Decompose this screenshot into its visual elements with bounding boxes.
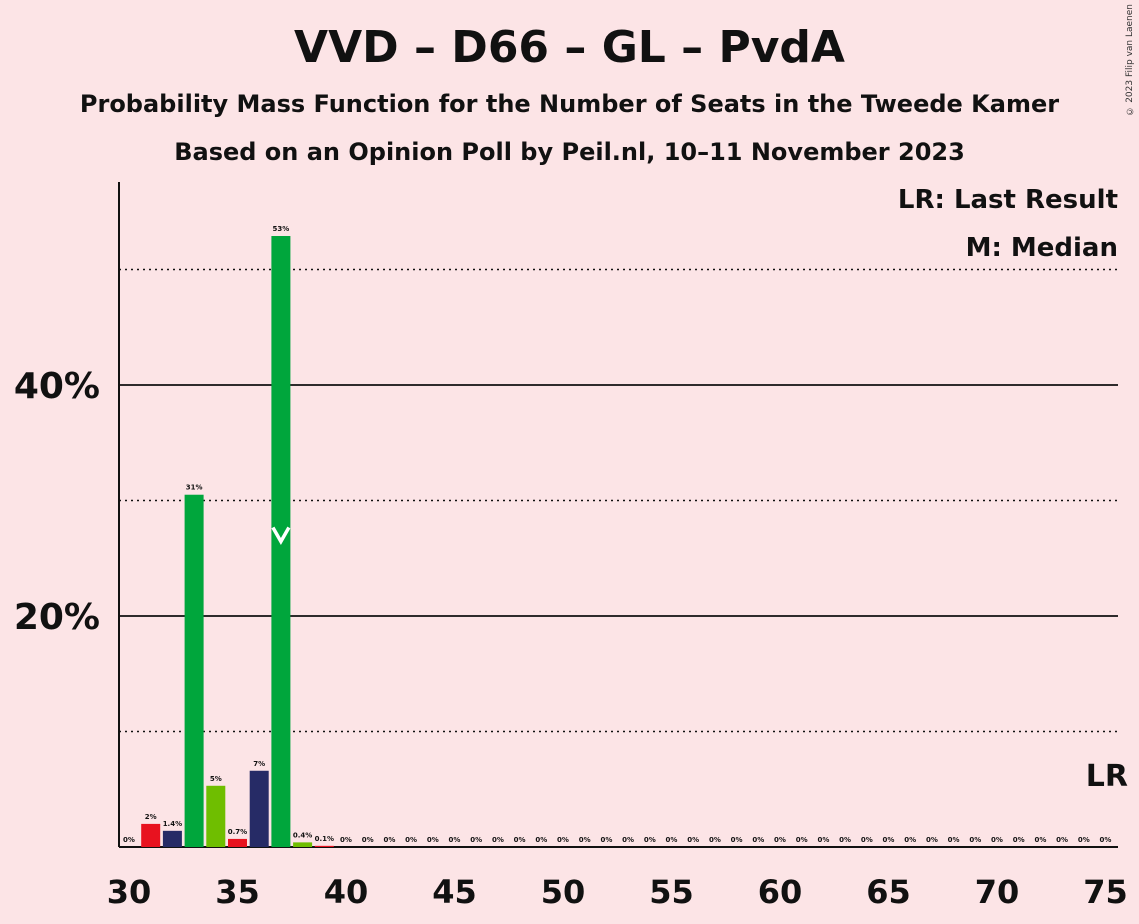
bar-value-label: 0% (861, 836, 873, 844)
chart-source: Based on an Opinion Poll by Peil.nl, 10–… (174, 138, 965, 166)
bar-value-label: 0% (796, 836, 808, 844)
bar-value-label: 0.4% (293, 831, 312, 839)
bar-seat-32 (162, 830, 182, 847)
last-result-marker: LR (1086, 759, 1128, 794)
legend-last-result: LR: Last Result (897, 185, 1118, 215)
x-tick-label: 30 (107, 873, 152, 911)
bar-value-label: 0% (1100, 836, 1112, 844)
bar-seat-35 (228, 838, 247, 847)
bar-value-label: 7% (253, 760, 265, 768)
x-tick-label: 50 (541, 873, 586, 911)
bar-value-label: 0% (600, 836, 612, 844)
bar-value-label: 0% (709, 836, 721, 844)
x-tick-label: 55 (649, 873, 694, 911)
x-tick-label: 60 (758, 873, 803, 911)
bar-seat-31 (141, 823, 161, 847)
bar-value-label: 0% (1078, 836, 1090, 844)
x-tick-label: 35 (215, 873, 260, 911)
bar-value-label: 0% (666, 836, 678, 844)
bar-value-label: 0% (1056, 836, 1068, 844)
bar-value-label: 0% (644, 836, 656, 844)
bar-value-label: 0% (969, 836, 981, 844)
bar-value-label: 0% (731, 836, 743, 844)
bar-seat-33 (184, 494, 204, 847)
bar-value-label: 0% (687, 836, 699, 844)
bar-value-label: 0% (362, 836, 374, 844)
bar-value-label: 0% (1034, 836, 1046, 844)
bar-value-label: 0.1% (315, 835, 334, 843)
bar-value-label: 0% (514, 836, 526, 844)
bar-value-label: 0% (622, 836, 634, 844)
bar-value-label: 0% (405, 836, 417, 844)
bar-value-label: 0% (774, 836, 786, 844)
bar-value-label: 0% (817, 836, 829, 844)
bar-value-label: 0% (383, 836, 395, 844)
bar-value-label: 0% (535, 836, 547, 844)
bar-value-label: 0% (340, 836, 352, 844)
bar-seat-38 (293, 842, 313, 847)
median-marker (271, 526, 291, 546)
bar-value-label: 0% (1013, 836, 1025, 844)
bar-value-label: 0% (579, 836, 591, 844)
bar-value-label: 31% (186, 484, 203, 492)
y-tick-label: 20% (14, 597, 100, 638)
bar-seat-36 (249, 770, 269, 847)
x-tick-label: 45 (432, 873, 477, 911)
bar-value-label: 2% (145, 813, 157, 821)
x-tick-label: 65 (866, 873, 911, 911)
bar-seat-34 (206, 785, 226, 847)
y-tick-label: 40% (14, 366, 100, 407)
chart-subtitle: Probability Mass Function for the Number… (79, 90, 1060, 118)
x-tick-label: 70 (975, 873, 1020, 911)
bar-value-label: 0% (839, 836, 851, 844)
x-tick-label: 40 (324, 873, 369, 911)
bar-value-label: 0% (948, 836, 960, 844)
bar-value-label: 53% (273, 225, 290, 233)
bar-value-label: 0.7% (228, 828, 247, 836)
bar-value-label: 0% (449, 836, 461, 844)
x-tick-label: 75 (1083, 873, 1128, 911)
bar-value-label: 0% (926, 836, 938, 844)
bar-value-label: 0% (557, 836, 569, 844)
bar-value-label: 0% (904, 836, 916, 844)
legend-median: M: Median (965, 233, 1118, 263)
bar-value-label: 0% (991, 836, 1003, 844)
chart-title: VVD – D66 – GL – PvdA (294, 22, 845, 73)
bar-value-label: 0% (123, 836, 135, 844)
bar-value-label: 1.4% (163, 820, 182, 828)
bar-value-label: 0% (883, 836, 895, 844)
bar-value-label: 0% (427, 836, 439, 844)
bar-value-label: 0% (470, 836, 482, 844)
bar-value-label: 0% (752, 836, 764, 844)
bar-value-label: 0% (492, 836, 504, 844)
bar-seat-39 (314, 845, 334, 847)
bar-value-label: 5% (210, 775, 222, 783)
